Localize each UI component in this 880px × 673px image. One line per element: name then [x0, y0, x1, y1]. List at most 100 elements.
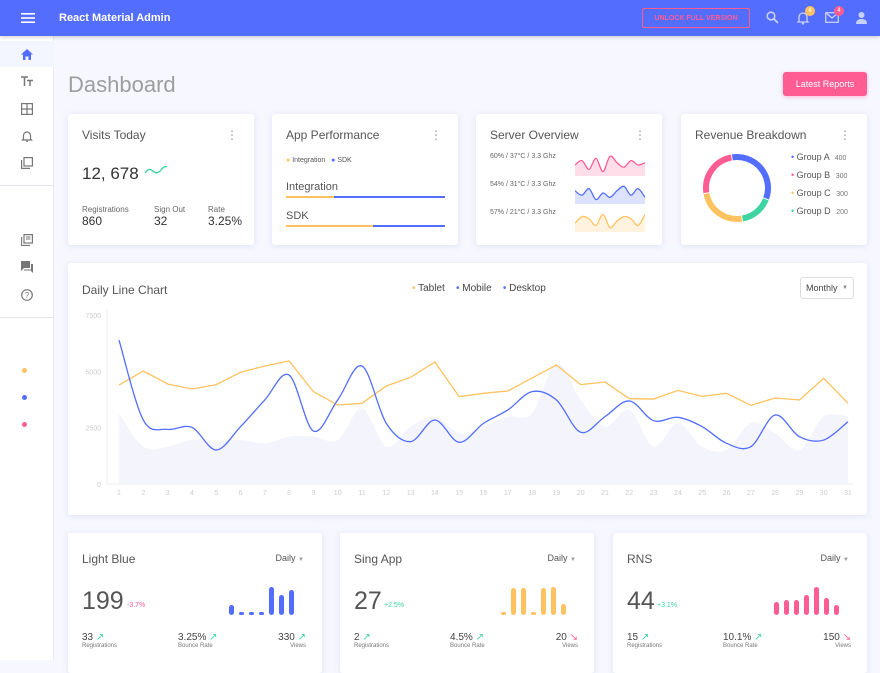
footer-value: 20	[555, 632, 567, 643]
stat-label: Sign Out	[154, 205, 186, 214]
sidebar-dot[interactable]	[22, 422, 27, 427]
period-select[interactable]: Daily ▼	[821, 553, 849, 563]
more-icon[interactable]: ⋮	[839, 128, 851, 142]
footer-value: 2	[354, 632, 360, 643]
mobile-line	[118, 339, 849, 451]
server-stat: 57% / 21°C / 3.3 Ghz	[490, 209, 556, 216]
trend-up-icon: ↗	[297, 632, 306, 643]
x-tick-label: 22	[625, 490, 633, 497]
bell-icon	[21, 131, 33, 142]
more-icon[interactable]: ⋮	[634, 128, 646, 142]
legend-desktop: Desktop	[509, 283, 546, 294]
mini-bar	[774, 602, 779, 615]
sidebar-item-tables[interactable]	[0, 96, 54, 122]
mini-bar	[501, 612, 506, 615]
footer-label: Registrations	[82, 643, 118, 649]
more-icon[interactable]: ⋮	[226, 128, 238, 142]
card-title: Visits Today	[82, 128, 146, 142]
x-tick-label: 10	[334, 490, 342, 497]
x-tick-label: 24	[674, 490, 682, 497]
x-tick-label: 4	[190, 490, 194, 497]
progress-label: Integration	[286, 181, 338, 193]
sidebar-item-faq[interactable]: ?	[0, 282, 54, 308]
stat-value: 32	[154, 214, 168, 228]
period-select[interactable]: Daily ▼	[548, 553, 576, 563]
account-icon[interactable]	[855, 11, 868, 24]
stat-label: Rate	[208, 205, 225, 214]
x-tick-label: 7	[263, 490, 267, 497]
x-tick-label: 20	[577, 490, 585, 497]
footer-value: 33	[82, 632, 94, 643]
legend-integration: Integration	[292, 157, 326, 164]
chevron-down-icon: ▼	[570, 557, 576, 563]
forum-icon	[21, 261, 33, 273]
library-books-icon	[21, 234, 33, 246]
legend-item: • Group C 300	[791, 188, 848, 198]
mini-bar	[804, 595, 809, 615]
footer-value: 150	[823, 632, 840, 643]
sidebar-item-notifications[interactable]	[0, 123, 54, 149]
sidebar-item-support[interactable]	[0, 254, 54, 280]
trend-up-icon: ↗	[362, 632, 371, 643]
footer-stat: 330 ↗ Views	[278, 632, 306, 649]
legend-sdk: SDK	[337, 157, 352, 164]
group-name: Group D	[796, 206, 831, 216]
sparkline	[575, 213, 645, 229]
period-select[interactable]: Monthly ▼	[800, 277, 854, 299]
footer-label: Registrations	[354, 643, 390, 649]
latest-reports-button[interactable]: Latest Reports	[783, 72, 867, 96]
mini-bar	[794, 599, 799, 615]
mini-bar	[269, 587, 274, 615]
period-value: Daily	[275, 553, 296, 563]
card-title: Server Overview	[490, 128, 579, 142]
library-icon	[21, 157, 33, 169]
y-tick-label: 2500	[85, 426, 101, 433]
donut-slice	[703, 154, 733, 194]
menu-icon[interactable]	[21, 12, 35, 24]
period-select-value: Monthly	[806, 283, 838, 293]
footer-value: 15	[627, 632, 639, 643]
text-fields-icon	[20, 76, 33, 86]
sidebar-dot[interactable]	[22, 368, 27, 373]
group-name: Group B	[796, 170, 831, 180]
stat-value: 27	[354, 587, 382, 615]
card-title: Daily Line Chart	[82, 283, 168, 297]
y-tick-label: 5000	[85, 369, 101, 376]
search-icon[interactable]	[766, 11, 779, 24]
period-value: Daily	[820, 553, 841, 563]
top-bar: React Material Admin UNLOCK FULL VERSION…	[0, 0, 880, 36]
y-tick-label: 0	[97, 482, 101, 489]
period-select[interactable]: Daily ▼	[276, 553, 304, 563]
x-tick-label: 23	[650, 490, 658, 497]
stat-value: 860	[82, 214, 103, 228]
sidebar-item-typography[interactable]	[0, 68, 54, 94]
sidebar-dot[interactable]	[22, 395, 27, 400]
sidebar-item-library[interactable]	[0, 227, 54, 253]
footer-label: Views	[835, 643, 851, 649]
trend-up-icon: ↗	[475, 632, 484, 643]
home-icon	[21, 48, 33, 60]
app-title: React Material Admin	[59, 12, 171, 24]
footer-label: Views	[290, 643, 306, 649]
trend-down-icon: ↘	[842, 632, 851, 643]
sidebar-divider	[0, 317, 54, 318]
group-name: Group C	[796, 188, 831, 198]
sidebar-item-ui-elements[interactable]	[0, 150, 54, 176]
sidebar-divider	[0, 185, 54, 186]
visits-value: 12, 678	[82, 164, 139, 183]
help-icon: ?	[21, 289, 33, 301]
donut-slice	[731, 154, 771, 200]
footer-stat: 2 ↗ Registrations	[354, 632, 389, 649]
legend-item: • Group B 300	[791, 170, 848, 180]
sidebar-item-home[interactable]	[0, 41, 54, 67]
x-tick-label: 8	[287, 490, 291, 497]
footer-label: Registrations	[627, 643, 663, 649]
chevron-down-icon: ▼	[298, 557, 304, 563]
footer-label: Views	[562, 643, 578, 649]
more-icon[interactable]: ⋮	[430, 128, 442, 142]
unlock-full-version-button[interactable]: UNLOCK FULL VERSION	[642, 8, 750, 28]
stat-value: 44	[627, 587, 655, 615]
daily-line-chart-card: Daily Line Chart • Tablet • Mobile • Des…	[68, 263, 867, 515]
trend-up-icon: ↗	[754, 632, 763, 643]
